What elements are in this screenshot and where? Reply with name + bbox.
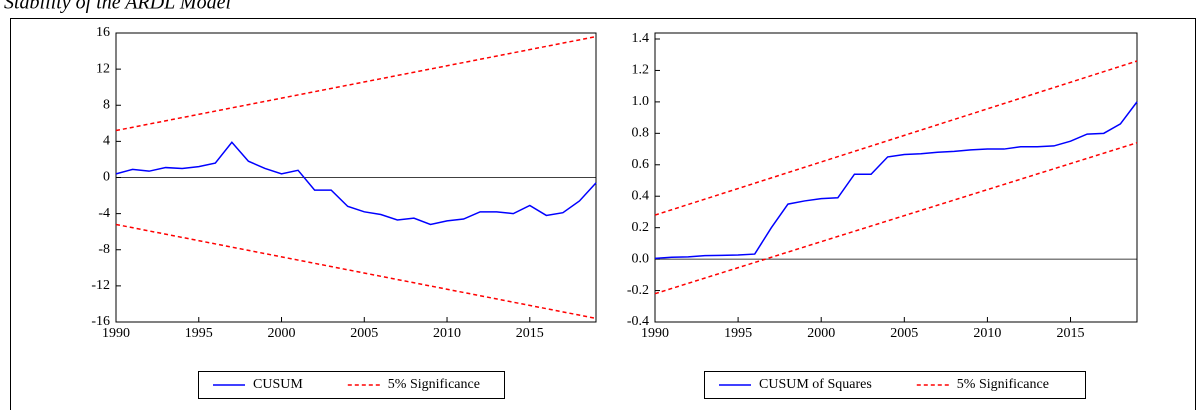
y-tick-label: 1.0 bbox=[632, 94, 650, 109]
series-line bbox=[115, 141, 597, 226]
y-tick-label: -0.2 bbox=[627, 283, 649, 298]
y-tick-label: 16 bbox=[96, 25, 110, 40]
x-tick-label: 1990 bbox=[641, 326, 669, 341]
x-tick-label: 2010 bbox=[973, 326, 1001, 341]
y-tick-label: 8 bbox=[103, 97, 110, 112]
series-line bbox=[654, 60, 1138, 216]
x-tick-label: 2005 bbox=[350, 326, 378, 341]
y-tick-label: 1.2 bbox=[632, 63, 650, 78]
y-tick-label: 0.8 bbox=[632, 126, 650, 141]
x-tick-label: 2015 bbox=[1057, 326, 1085, 341]
y-tick-label: -16 bbox=[91, 314, 110, 329]
y-tick-label: -0.4 bbox=[627, 314, 649, 329]
x-tick-label: 2000 bbox=[268, 326, 296, 341]
outer-frame bbox=[10, 18, 1196, 410]
y-tick-label: 0.0 bbox=[632, 251, 650, 266]
series-line bbox=[115, 35, 597, 132]
x-tick-label: 2000 bbox=[807, 326, 835, 341]
series-line bbox=[654, 101, 1138, 260]
legend-label: 5% Significance bbox=[957, 377, 1049, 392]
legend-label: CUSUM of Squares bbox=[759, 377, 872, 392]
legend-box bbox=[704, 371, 1086, 399]
y-tick-label: -8 bbox=[98, 242, 110, 257]
x-tick-label: 2010 bbox=[433, 326, 461, 341]
x-tick-label: 1995 bbox=[724, 326, 752, 341]
legend-label: 5% Significance bbox=[388, 377, 480, 392]
y-tick-label: -4 bbox=[98, 206, 110, 221]
y-tick-label: 0.6 bbox=[632, 157, 650, 172]
series-line bbox=[654, 142, 1138, 295]
y-tick-label: 0.2 bbox=[632, 220, 650, 235]
x-tick-label: 2005 bbox=[890, 326, 918, 341]
x-tick-label: 1990 bbox=[102, 326, 130, 341]
y-tick-label: -12 bbox=[91, 278, 110, 293]
y-tick-label: 0 bbox=[103, 170, 110, 185]
figure-title: Stability of the ARDL Model bbox=[4, 0, 231, 14]
series-line bbox=[115, 223, 597, 320]
x-tick-label: 1995 bbox=[185, 326, 213, 341]
legend-label: CUSUM bbox=[253, 377, 303, 392]
y-tick-label: 4 bbox=[103, 134, 110, 149]
plot-frame bbox=[654, 32, 1138, 323]
y-tick-label: 12 bbox=[96, 61, 110, 76]
y-tick-label: 0.4 bbox=[632, 188, 650, 203]
x-tick-label: 2015 bbox=[516, 326, 544, 341]
y-tick-label: 1.4 bbox=[632, 31, 650, 46]
